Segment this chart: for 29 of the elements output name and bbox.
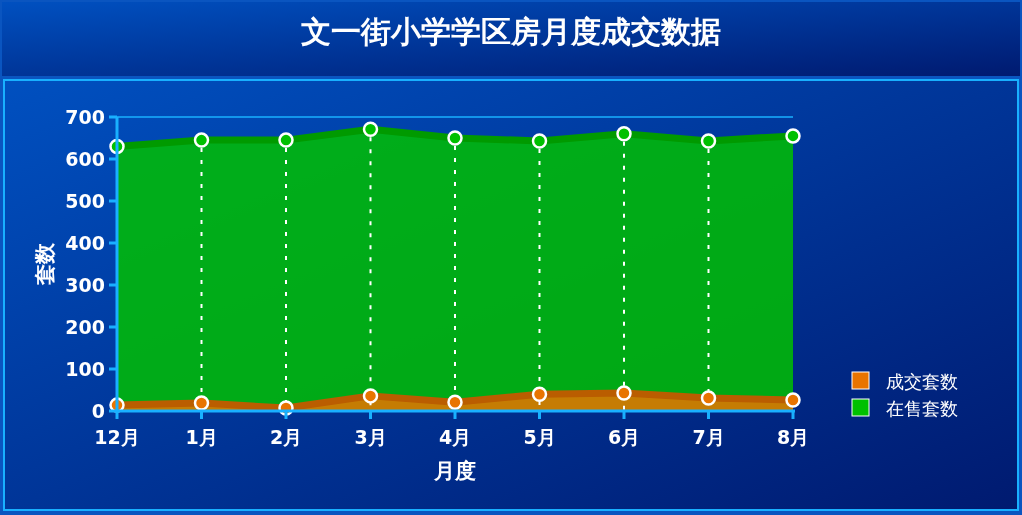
y-axis-title: 套数: [33, 242, 57, 286]
y-tick-label: 0: [91, 400, 105, 422]
x-tick-label: 1月: [185, 426, 218, 448]
point: [193, 395, 210, 411]
x-tick-label: 8月: [776, 426, 810, 448]
point: [700, 390, 717, 406]
point: [785, 392, 801, 408]
x-tick-label: 2月: [269, 426, 303, 448]
y-tick-label: 200: [65, 316, 105, 338]
point: [531, 386, 548, 402]
y-tick-label: 700: [65, 106, 105, 128]
y-tick-label: 400: [65, 232, 105, 254]
point: [616, 385, 632, 401]
x-tick-label: 12月: [94, 426, 140, 448]
x-tick-label: 7月: [692, 426, 725, 448]
x-tick-label: 4月: [438, 426, 472, 448]
y-tick-label: 100: [65, 358, 105, 380]
x-tick-label: 6月: [607, 426, 641, 448]
chart-title: 文一街小学学区房月度成交数据: [301, 14, 721, 49]
x-tick-label: 5月: [523, 426, 556, 448]
x-axis-title: 月度: [433, 459, 476, 483]
y-tick-label: 600: [65, 148, 105, 170]
legend-label: 在售套数: [886, 398, 958, 419]
y-tick-label: 500: [65, 190, 105, 212]
point: [362, 388, 379, 404]
point: [447, 394, 463, 410]
legend-label: 成交套数: [886, 371, 958, 392]
x-tick-label: 3月: [354, 426, 387, 448]
y-tick-label: 300: [65, 274, 105, 296]
